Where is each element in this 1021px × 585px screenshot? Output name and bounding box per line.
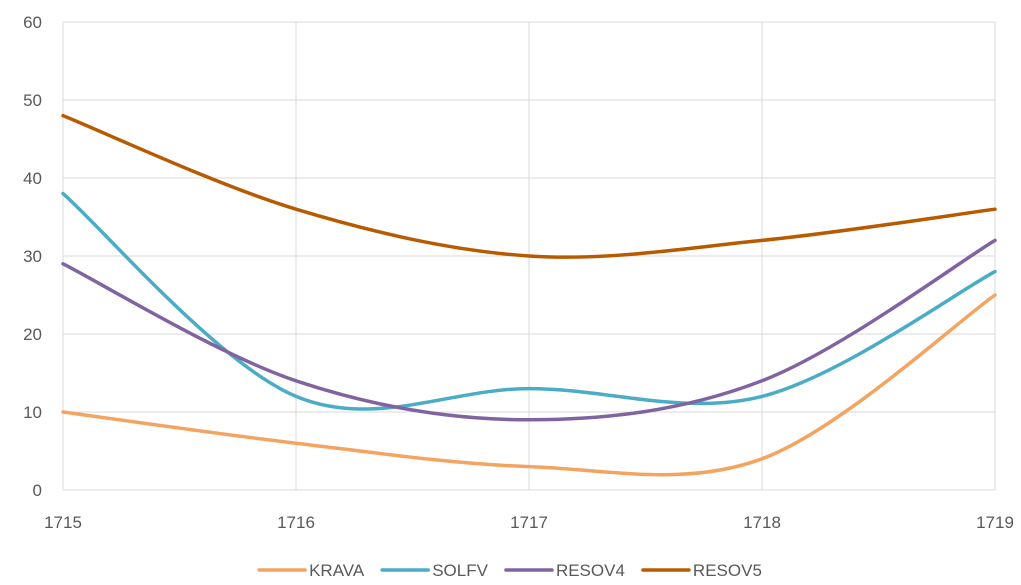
legend-label: SOLFV <box>432 561 488 580</box>
x-tick-label: 1715 <box>44 513 82 532</box>
series-lines <box>61 113 997 477</box>
series-line-solfv <box>61 191 997 411</box>
legend: KRAVA SOLFV RESOV4 RESOV5 <box>257 561 762 580</box>
series-line-resov4 <box>61 238 997 422</box>
y-tick-label: 0 <box>33 481 42 500</box>
legend-label: KRAVA <box>309 561 365 580</box>
y-tick-label: 60 <box>23 13 42 32</box>
grid-lines <box>62 21 996 490</box>
x-tick-label: 1717 <box>510 513 548 532</box>
y-tick-label: 50 <box>23 91 42 110</box>
legend-label: RESOV5 <box>693 561 762 580</box>
series-line-krava <box>61 293 997 477</box>
y-tick-label: 10 <box>23 403 42 422</box>
y-tick-label: 30 <box>23 247 42 266</box>
y-tick-label: 20 <box>23 325 42 344</box>
y-tick-label: 40 <box>23 169 42 188</box>
series-line-resov5 <box>61 113 997 259</box>
x-tick-label: 1718 <box>743 513 781 532</box>
x-tick-label: 1716 <box>277 513 315 532</box>
x-tick-label: 1719 <box>976 513 1014 532</box>
axes: 0 10 20 30 40 50 60 1715 1716 1717 1718 1719 <box>23 13 1014 532</box>
legend-label: RESOV4 <box>556 561 625 580</box>
